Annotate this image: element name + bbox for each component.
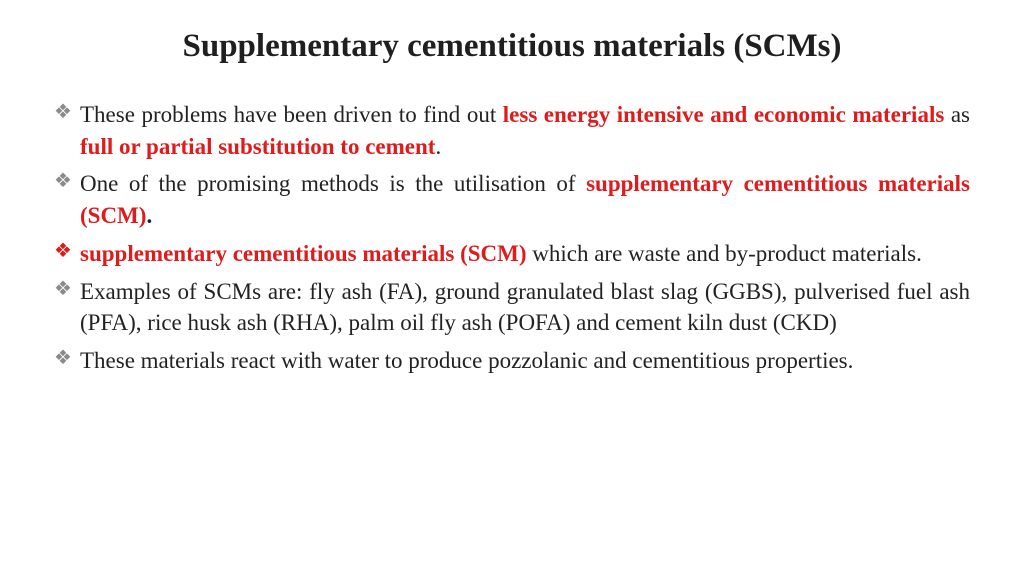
body-text: These problems have been driven to find … bbox=[80, 102, 503, 127]
bullet-item: These problems have been driven to find … bbox=[54, 99, 970, 162]
body-text: Examples of SCMs are: fly ash (FA), grou… bbox=[80, 279, 970, 336]
bullet-list: These problems have been driven to find … bbox=[54, 99, 970, 377]
highlight-text: less energy intensive and economic mater… bbox=[503, 102, 945, 127]
highlight-text: supplementary cementitious materials (SC… bbox=[80, 241, 527, 266]
bullet-item: supplementary cementitious materials (SC… bbox=[54, 238, 970, 270]
highlight-text: full or partial substitution to cement bbox=[80, 134, 435, 159]
slide-title: Supplementary cementitious materials (SC… bbox=[54, 28, 970, 65]
bullet-item: These materials react with water to prod… bbox=[54, 345, 970, 377]
body-text: . bbox=[435, 134, 441, 159]
body-text: . bbox=[146, 203, 152, 228]
bullet-item: One of the promising methods is the util… bbox=[54, 168, 970, 231]
body-text: One of the promising methods is the util… bbox=[80, 171, 586, 196]
body-text: These materials react with water to prod… bbox=[80, 348, 853, 373]
body-text: which are waste and by-product materials… bbox=[527, 241, 922, 266]
bullet-item: Examples of SCMs are: fly ash (FA), grou… bbox=[54, 276, 970, 339]
body-text: as bbox=[944, 102, 970, 127]
